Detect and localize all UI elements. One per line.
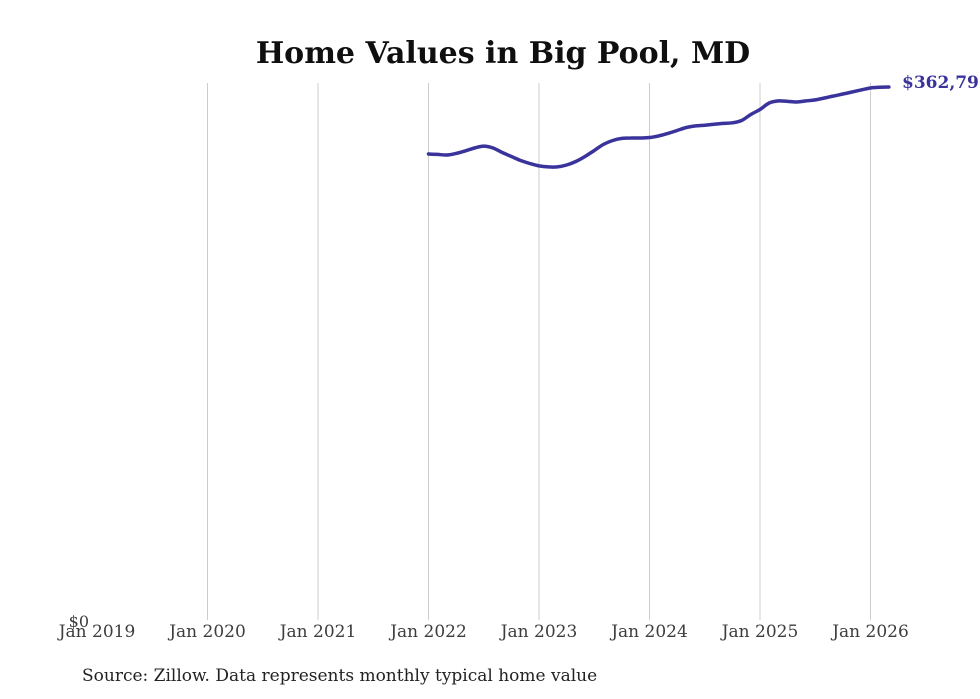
x-tick-label: Jan 2025 [721, 622, 799, 642]
x-tick-label: Jan 2024 [611, 622, 688, 642]
vertical-gridlines [207, 83, 871, 620]
x-tick-label: Jan 2020 [169, 622, 246, 642]
y-axis-zero-label: $0 [68, 612, 89, 631]
x-tick-label: Jan 2019 [58, 622, 136, 642]
x-tick-label: Jan 2022 [390, 622, 467, 642]
x-tick-label: Jan 2021 [279, 622, 357, 642]
source-note: Source: Zillow. Data represents monthly … [82, 666, 598, 686]
x-tick-label: Jan 2023 [500, 622, 578, 642]
home-value-line [426, 85, 891, 169]
chart-title: Home Values in Big Pool, MD [255, 36, 751, 71]
final-value-label: $362,795 [902, 73, 980, 93]
x-tick-label: Jan 2026 [832, 622, 909, 642]
